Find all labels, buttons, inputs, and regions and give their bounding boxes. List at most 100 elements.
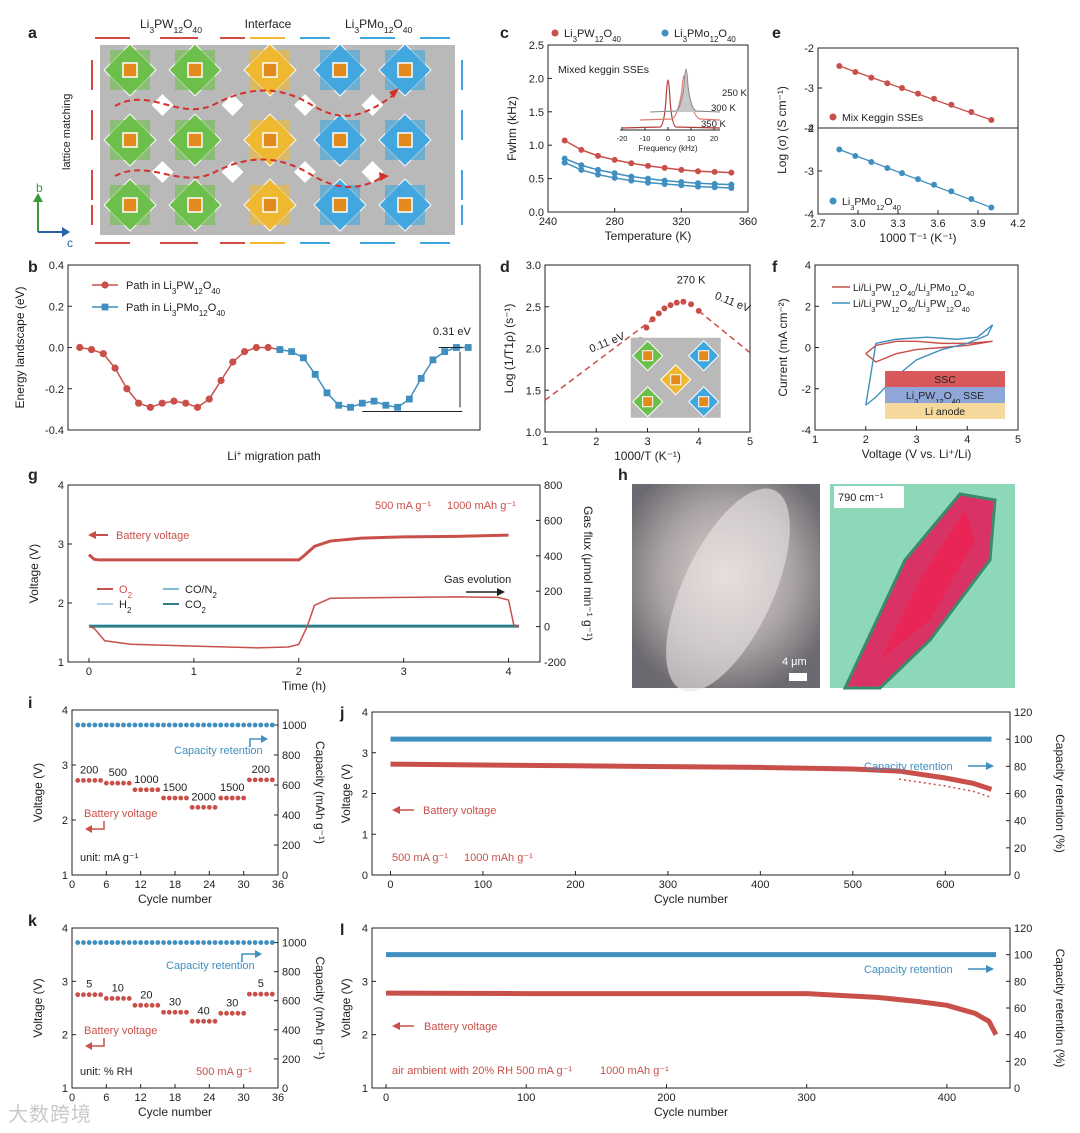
arrow-head	[497, 588, 505, 596]
voltage-point	[155, 1002, 161, 1008]
raman-wavenumber-label: 790 cm⁻¹	[838, 492, 884, 504]
voltage-point	[143, 787, 149, 793]
x-tick-label: 3.0	[850, 218, 865, 230]
legend-label: H2	[119, 599, 131, 615]
voltage-point	[115, 780, 121, 786]
x-tick-label: 2	[593, 436, 599, 448]
voltage-point	[258, 991, 264, 997]
legend-marker	[661, 29, 669, 37]
annotation-capacity: 1000 mAh g⁻¹	[464, 852, 533, 864]
annotation-battery-voltage: Battery voltage	[423, 805, 496, 817]
voltage-point	[166, 1009, 172, 1015]
capacity-point	[252, 722, 258, 728]
annotation-battery-voltage: Battery voltage	[84, 808, 157, 820]
capacity-point	[269, 940, 275, 945]
void-site	[151, 94, 174, 116]
stack-sse-label: Li3PW12O40 SSE	[906, 390, 984, 406]
capacity-point	[155, 722, 161, 728]
central-atom	[642, 350, 654, 362]
data-point	[300, 354, 307, 362]
right-tick-label: 600	[282, 780, 300, 792]
voltage-point	[212, 804, 218, 810]
data-point	[217, 376, 225, 385]
capacity-point	[132, 722, 138, 728]
right-tick-label: 0	[282, 870, 288, 882]
y-tick-label: 2	[805, 301, 811, 313]
x-tick-label: 4	[696, 436, 702, 448]
inset-tick-label: 0	[666, 134, 670, 143]
legend-marker	[829, 113, 837, 121]
voltage-point	[258, 777, 264, 783]
data-point	[899, 85, 905, 91]
data-point	[561, 159, 568, 166]
y-tick-label: 2	[362, 789, 368, 801]
data-point	[915, 176, 921, 183]
x-tick-label: 1	[191, 666, 197, 678]
data-point	[611, 174, 618, 181]
inset-label-300k: 300 K	[711, 103, 736, 114]
data-point	[695, 168, 701, 175]
arrow-head	[986, 965, 994, 973]
y-axis-label: Voltage (V)	[339, 978, 353, 1037]
data-point	[429, 356, 437, 364]
y-tick-label: -2	[801, 384, 811, 396]
capacity-point	[212, 940, 218, 945]
capacity-point	[75, 940, 81, 945]
x-tick-label: 360	[739, 216, 757, 228]
y-tick-label: 1	[62, 870, 68, 882]
voltage-point	[121, 996, 126, 1001]
y-tick-label: -2	[804, 123, 814, 135]
step-label: 200	[80, 764, 98, 776]
label-lattice-matching: lattice matching	[61, 94, 73, 170]
capacity-point	[121, 940, 126, 945]
axis-c-head	[62, 227, 70, 237]
y-tick-label: 1.0	[526, 427, 541, 439]
data-point	[852, 152, 859, 159]
right-axis-label: Gas flux (μmol min⁻¹ g⁻¹)	[581, 506, 595, 641]
data-point	[711, 168, 718, 175]
voltage-point	[92, 778, 98, 783]
right-tick-label: 200	[282, 840, 300, 852]
step-label: 2000	[191, 791, 215, 803]
battery-voltage-line	[87, 533, 509, 562]
plot-frame	[67, 484, 541, 663]
label-bg	[834, 486, 904, 508]
axes-c: 240 280 320 360 0.0 0.5 1.0 1.5 2.0 2.5 Temperatur…	[505, 28, 757, 243]
y-tick-label: 2.5	[526, 302, 541, 314]
x-axis-label: Temperature (K)	[605, 229, 692, 243]
voltage-point	[109, 996, 115, 1001]
y-tick-label: -3	[804, 83, 814, 95]
panel-letter-l: l	[340, 922, 344, 939]
voltage-point	[229, 795, 235, 801]
x-tick-label: 3	[913, 434, 919, 446]
voltage-point	[206, 804, 212, 810]
annotation-ambient: air ambient with 20% RH 500 mA g⁻¹	[392, 1065, 572, 1077]
cv-curve	[865, 340, 993, 363]
right-tick-label: 400	[282, 810, 300, 822]
data-point	[347, 403, 354, 411]
y-tick-label: 2	[362, 1030, 368, 1042]
y-tick-label: 1	[362, 1083, 368, 1095]
right-tick-label: 600	[282, 996, 300, 1008]
panel-letter-c: c	[500, 25, 509, 42]
capacity-point	[269, 722, 275, 728]
annotation-capacity-retention: Capacity retention	[166, 960, 255, 972]
right-tick-label: 0	[1014, 1083, 1020, 1095]
x-tick-label: 320	[672, 216, 690, 228]
y-tick-label: 3	[62, 976, 68, 988]
data-point	[695, 307, 702, 314]
right-tick-label: 20	[1014, 1056, 1026, 1068]
y-tick-label: -4	[801, 425, 811, 437]
stack-ssc	[885, 371, 1005, 387]
right-tick-label: 40	[1014, 1030, 1026, 1042]
voltage-point	[184, 795, 189, 801]
x-tick-label: 400	[751, 879, 769, 891]
voltage-point	[224, 795, 229, 801]
x-axis-label: 1000 T⁻¹ (K⁻¹)	[879, 231, 956, 245]
data-point	[628, 160, 635, 167]
voltage-point	[166, 795, 172, 801]
y-axis-label: Voltage (V)	[31, 763, 45, 822]
capacity-point	[184, 722, 189, 728]
x-tick-label: 3.3	[890, 218, 905, 230]
